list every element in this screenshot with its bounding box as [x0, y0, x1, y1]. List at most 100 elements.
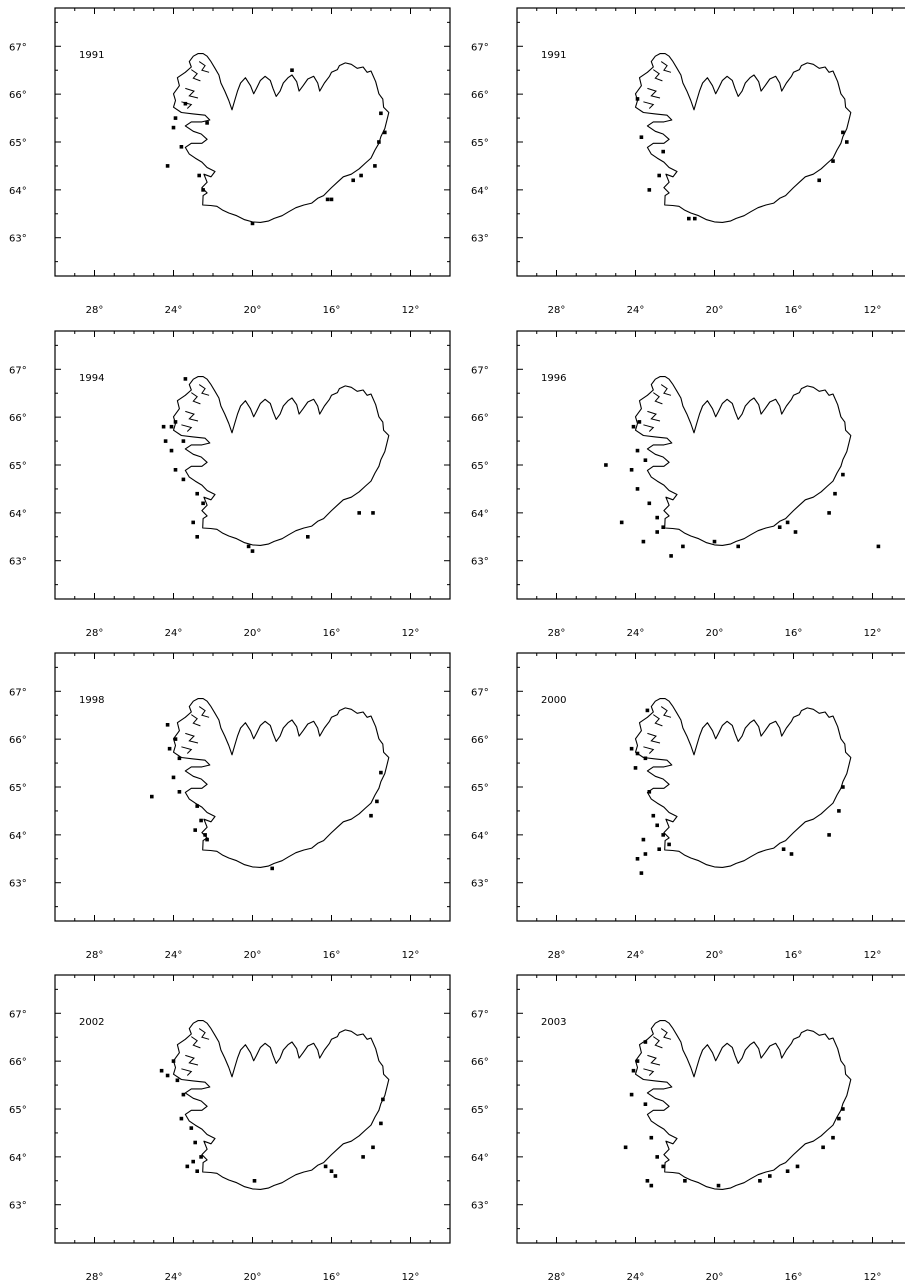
- panel-year-label: 1991: [79, 50, 104, 61]
- map-panel-2000: 28° 24° 20° 16° 12° 67° 66° 65° 64° 63° 2000: [471, 652, 905, 961]
- x-tick-label: 16°: [785, 628, 803, 639]
- observation-mark: [635, 857, 640, 861]
- observation-mark: [633, 766, 638, 770]
- fjord-outline: [191, 69, 201, 82]
- observation-mark: [185, 1164, 190, 1169]
- observation-mark: [369, 813, 373, 818]
- observation-mark: [661, 525, 665, 529]
- x-tick-label: 20°: [706, 950, 724, 961]
- observation-mark: [205, 121, 209, 125]
- fjord-outline: [643, 1068, 655, 1076]
- panel-year-label: 1998: [79, 695, 104, 706]
- fjord-outline: [647, 410, 661, 422]
- y-tick-label: 66°: [471, 735, 489, 746]
- observation-mark: [179, 145, 184, 149]
- y-tick-label: 65°: [9, 461, 27, 472]
- fjord-outline: [181, 1068, 193, 1076]
- observation-mark: [333, 1174, 338, 1178]
- x-tick-label: 16°: [785, 305, 803, 316]
- x-tick-label: 12°: [864, 305, 882, 316]
- y-tick-label: 64°: [9, 1153, 27, 1164]
- observation-mark: [623, 1145, 628, 1150]
- observation-mark: [649, 1183, 654, 1188]
- panel-year-label: 1996: [541, 373, 566, 384]
- observation-mark: [181, 1092, 186, 1097]
- observation-mark: [373, 164, 377, 168]
- x-tick-label: 28°: [548, 305, 566, 316]
- observation-mark: [195, 804, 199, 808]
- y-tick-label: 66°: [471, 1057, 489, 1068]
- observation-mark: [817, 178, 821, 183]
- y-tick-label: 63°: [9, 1201, 27, 1212]
- observation-mark: [175, 1078, 180, 1083]
- y-tick-label: 64°: [471, 186, 489, 197]
- map-panel-1994: 28° 24° 20° 16° 12° 67° 66° 65° 64° 63° 1994: [9, 330, 451, 639]
- observation-mark: [165, 723, 170, 727]
- fjord-outline: [181, 746, 193, 754]
- observation-mark: [189, 1126, 194, 1130]
- observation-marks: [161, 377, 375, 553]
- y-tick-label: 67°: [471, 365, 489, 376]
- observation-mark: [669, 554, 673, 558]
- y-tick-label: 67°: [9, 42, 27, 53]
- iceland-coastline: [634, 698, 852, 868]
- observation-mark: [325, 197, 330, 202]
- map-panel-2002: 28° 24° 20° 16° 12° 67° 66° 65° 64° 63° 2002: [9, 974, 451, 1283]
- observation-mark: [655, 823, 659, 828]
- observation-mark: [837, 1116, 841, 1121]
- observation-mark: [827, 833, 831, 837]
- y-tick-label: 66°: [9, 413, 27, 424]
- observation-mark: [193, 828, 197, 832]
- y-tick-label: 67°: [471, 1009, 489, 1020]
- x-tick-label: 24°: [627, 305, 645, 316]
- x-tick-label: 28°: [548, 950, 566, 961]
- observation-mark: [647, 188, 652, 192]
- observation-mark: [246, 544, 251, 549]
- observation-mark: [789, 852, 794, 856]
- observation-mark: [195, 1169, 199, 1173]
- observation-mark: [195, 491, 199, 496]
- panel-year-label: 1991: [541, 50, 566, 61]
- observation-mark: [169, 448, 174, 453]
- fjord-outline: [660, 384, 672, 396]
- observation-mark: [655, 515, 659, 520]
- observation-mark: [165, 1073, 170, 1078]
- observation-mark: [377, 140, 381, 144]
- y-tick-label: 67°: [9, 687, 27, 698]
- observation-mark: [629, 746, 634, 751]
- y-tick-label: 66°: [471, 413, 489, 424]
- fjord-outline: [647, 1054, 661, 1066]
- observation-mark: [359, 173, 363, 178]
- observation-mark: [845, 140, 849, 144]
- observation-mark: [657, 847, 661, 851]
- fjord-outline: [198, 61, 210, 73]
- fjord-outline: [643, 424, 655, 432]
- fjord-outline: [643, 101, 655, 109]
- panel-frame: [54, 652, 451, 922]
- observation-mark: [199, 818, 203, 823]
- x-tick-label: 20°: [244, 1272, 262, 1283]
- panel-year-label: 1994: [79, 373, 104, 384]
- observation-marks: [623, 1040, 845, 1188]
- observation-mark: [657, 173, 661, 178]
- x-tick-label: 20°: [244, 628, 262, 639]
- observation-mark: [635, 448, 640, 453]
- y-tick-label: 66°: [471, 90, 489, 101]
- observation-mark: [361, 1155, 365, 1159]
- observation-mark: [667, 842, 671, 847]
- observation-mark: [173, 420, 178, 424]
- observation-marks: [604, 420, 881, 558]
- observation-mark: [329, 1169, 334, 1173]
- fjord-outline: [660, 61, 672, 73]
- map-panel-2003: 28° 24° 20° 16° 12° 67° 66° 65° 64° 63° 2003: [471, 974, 905, 1283]
- observation-mark: [173, 468, 178, 472]
- observation-mark: [205, 837, 209, 842]
- observation-mark: [629, 1092, 634, 1097]
- y-tick-label: 63°: [471, 879, 489, 890]
- observation-mark: [604, 463, 608, 467]
- observation-mark: [693, 216, 697, 221]
- observation-mark: [169, 424, 174, 429]
- x-tick-label: 24°: [627, 628, 645, 639]
- observation-mark: [655, 1155, 659, 1159]
